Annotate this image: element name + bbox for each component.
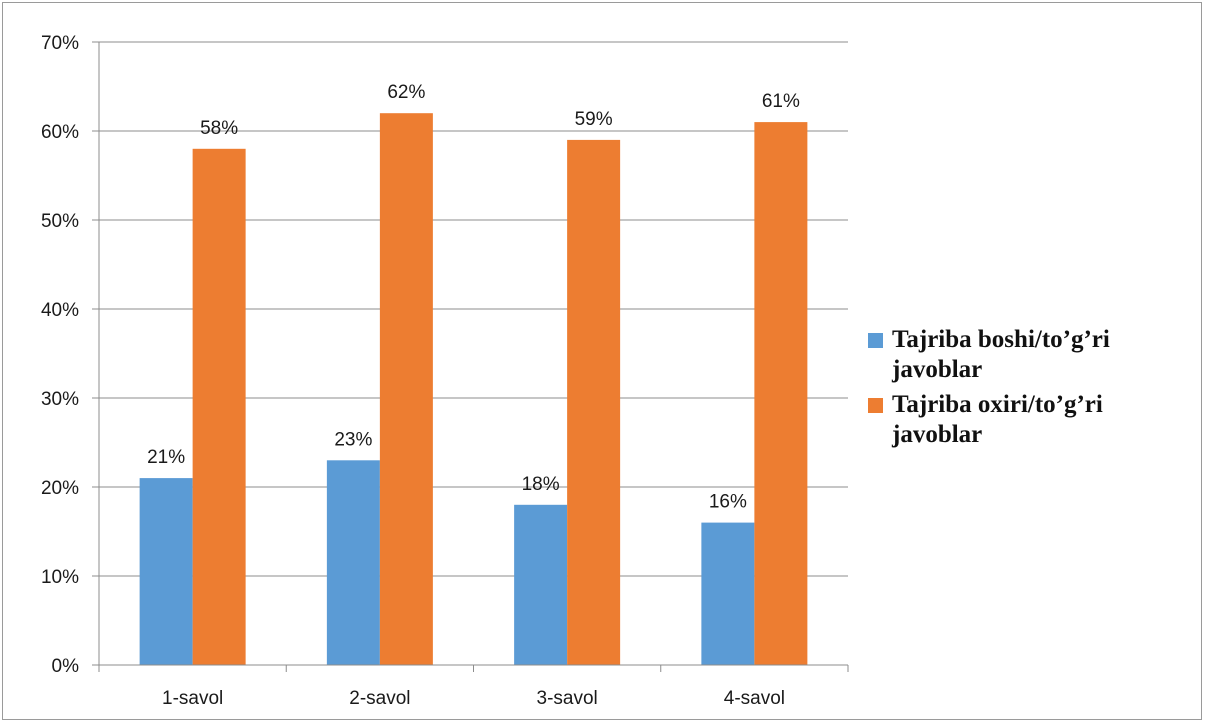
legend: Tajriba boshi/to’g’ri javoblar Tajriba oxi… [868,326,1110,448]
y-tick-label: 70% [41,33,79,54]
data-label: 62% [387,82,425,103]
bar-series-1 [514,504,568,665]
bar-series-1 [701,522,755,665]
legend-label: javoblar [891,421,982,448]
data-label: 61% [762,91,800,112]
bar-series-2 [192,148,246,666]
x-category-label: 1-savol [162,688,223,709]
y-tick-label: 50% [41,211,79,232]
data-label: 21% [147,447,185,468]
data-label: 16% [709,492,747,513]
bar-series-2 [754,122,808,666]
x-category-label: 2-savol [349,688,410,709]
y-tick-label: 10% [41,567,79,588]
x-category-label: 3-savol [537,688,598,709]
y-tick-label: 30% [41,389,79,410]
bar-series-1 [326,460,380,665]
data-label: 23% [334,429,372,450]
bar-series-2 [379,113,433,665]
legend-swatch [868,398,883,413]
bars [139,113,808,666]
bar-chart: 0% 10% 20% 30% 40% 50% 60% 70% 1-savol 2-savol 3-s… [41,33,1110,709]
data-labels: 21% 23% 18% 16% 58% 62% 59% 61% [147,82,800,512]
bar-series-1 [139,478,193,665]
x-category-label: 4-savol [724,688,785,709]
y-tick-label: 40% [41,300,79,321]
legend-label: Tajriba oxiri/to’g’ri [892,391,1103,418]
legend-label: Tajriba boshi/to’g’ri [892,326,1110,353]
axes: 0% 10% 20% 30% 40% 50% 60% 70% 1-savol 2-savol 3-s… [41,33,849,709]
data-label: 58% [200,118,238,139]
y-tick-label: 60% [41,122,79,143]
data-label: 59% [575,109,613,130]
bar-series-2 [567,139,621,665]
y-tick-label: 20% [41,478,79,499]
legend-label: javoblar [891,356,982,383]
data-label: 18% [522,474,560,495]
y-tick-label: 0% [52,656,80,677]
legend-swatch [868,333,883,348]
